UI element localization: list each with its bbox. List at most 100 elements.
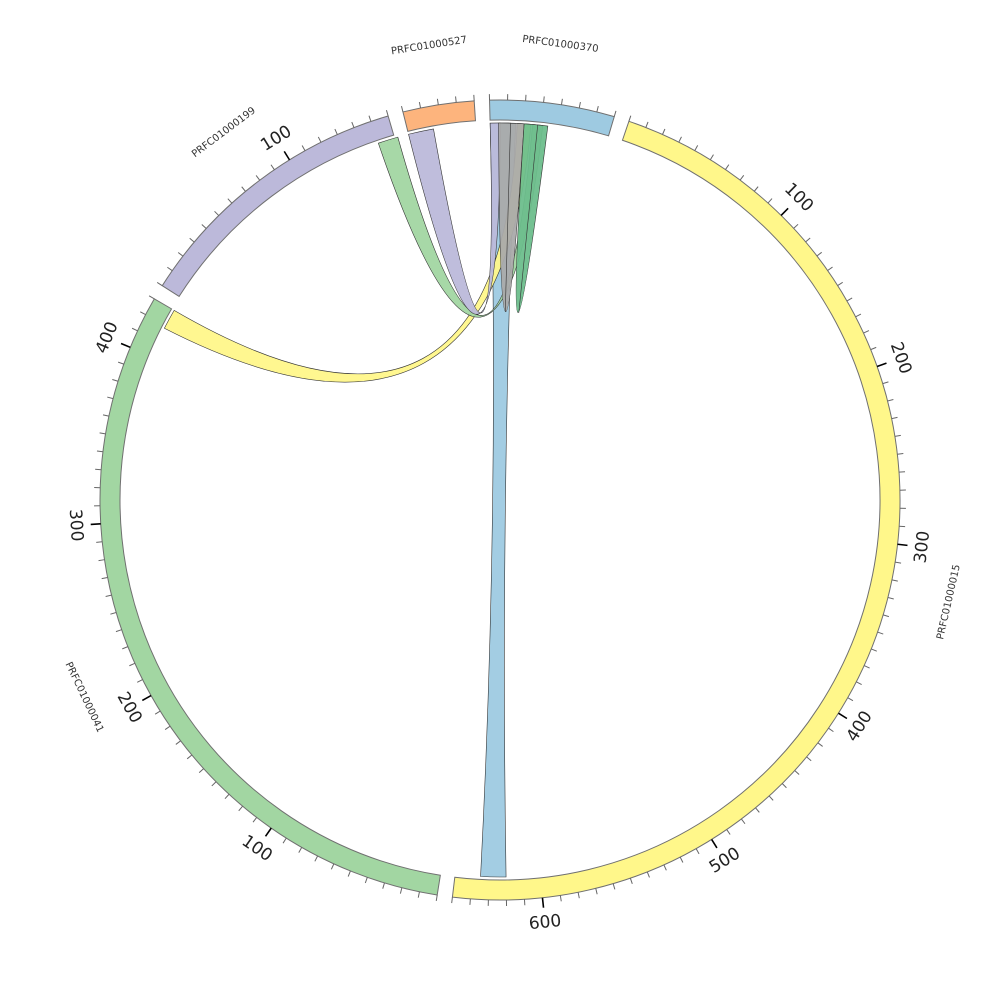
minor-tick [96,450,103,453]
minor-tick [781,783,787,789]
minor-tick [897,453,904,455]
minor-tick [112,378,119,382]
minor-tick [817,742,823,747]
minor-tick [110,612,117,615]
tick-label: 300 [911,530,934,564]
minor-tick [99,432,106,435]
minor-tick [140,311,146,316]
minor-tick [725,164,730,170]
major-tick [541,897,545,908]
minor-tick [102,414,109,417]
minor-tick [351,121,355,128]
minor-tick [364,877,368,884]
minor-tick [753,186,759,192]
minor-tick [186,754,193,760]
minor-tick [679,856,684,863]
minor-tick [767,198,773,204]
minor-tick [740,818,746,825]
minor-tick [115,629,122,633]
minor-tick [241,186,246,192]
minor-tick [709,154,714,161]
minor-tick [238,805,243,812]
link-ribbon-4 [498,122,525,312]
minor-tick [827,266,833,271]
minor-tick [418,101,422,109]
minor-tick [793,223,799,229]
major-tick [120,342,131,349]
minor-tick [154,710,161,715]
minor-tick [612,883,616,890]
minor-tick [877,631,884,635]
minor-tick [891,416,898,420]
minor-tick [628,115,632,122]
minor-tick [646,871,650,878]
minor-tick [105,594,112,597]
minor-tick [131,327,138,332]
minor-tick [455,96,457,103]
link-ribbon-1 [163,123,532,383]
minor-tick [282,837,287,844]
minor-tick [107,396,114,400]
tick-label: 500 [706,844,744,878]
minor-tick [645,121,649,128]
minor-tick [189,237,195,243]
minor-tick [887,399,894,402]
minor-tick [314,855,319,862]
minor-tick [117,361,124,365]
minor-tick [577,892,580,899]
minor-tick [385,110,389,117]
link-ribbon-5 [515,123,549,313]
minor-tick [806,756,812,762]
major-tick [876,362,887,368]
minor-tick [382,882,385,889]
major-tick [264,827,272,837]
major-tick [283,150,291,161]
minor-tick [175,740,181,745]
minor-tick [755,807,760,813]
minor-tick [837,281,843,286]
minor-tick [855,313,862,318]
minor-tick [211,781,217,787]
tick-label: 200 [113,689,146,727]
major-tick [90,523,101,526]
minor-tick [768,795,774,801]
minor-tick [451,897,453,904]
links-layer [163,122,549,878]
tick-label: 300 [65,508,87,542]
minor-tick [847,697,854,702]
segment-label-prfc01000370: PRFC01000370 [522,34,599,55]
minor-tick [863,330,870,334]
minor-tick [98,559,105,562]
minor-tick [334,128,338,135]
minor-tick [887,597,894,600]
minor-tick [678,136,682,143]
minor-tick [891,579,898,582]
minor-tick [298,847,303,853]
minor-tick [613,110,617,117]
minor-tick [794,770,800,775]
minor-tick [883,614,890,618]
minor-tick [894,434,901,437]
minor-tick [882,381,889,385]
major-tick [710,839,718,849]
minor-tick [136,679,143,683]
minor-tick [596,105,599,113]
minor-tick [227,198,233,204]
minor-tick [214,210,220,216]
minor-tick [399,887,403,894]
tick-label: 600 [528,911,562,934]
minor-tick [347,870,351,877]
minor-tick [435,894,438,902]
tick-label: 400 [92,319,123,357]
minor-tick [255,175,261,181]
minor-tick [828,727,834,733]
major-tick [141,694,152,702]
major-tick [838,712,848,720]
tick-label: 100 [238,831,276,866]
minor-tick [629,878,633,885]
minor-tick [695,848,700,855]
minor-tick [148,295,155,300]
minor-tick [252,817,258,823]
major-tick [780,207,789,216]
